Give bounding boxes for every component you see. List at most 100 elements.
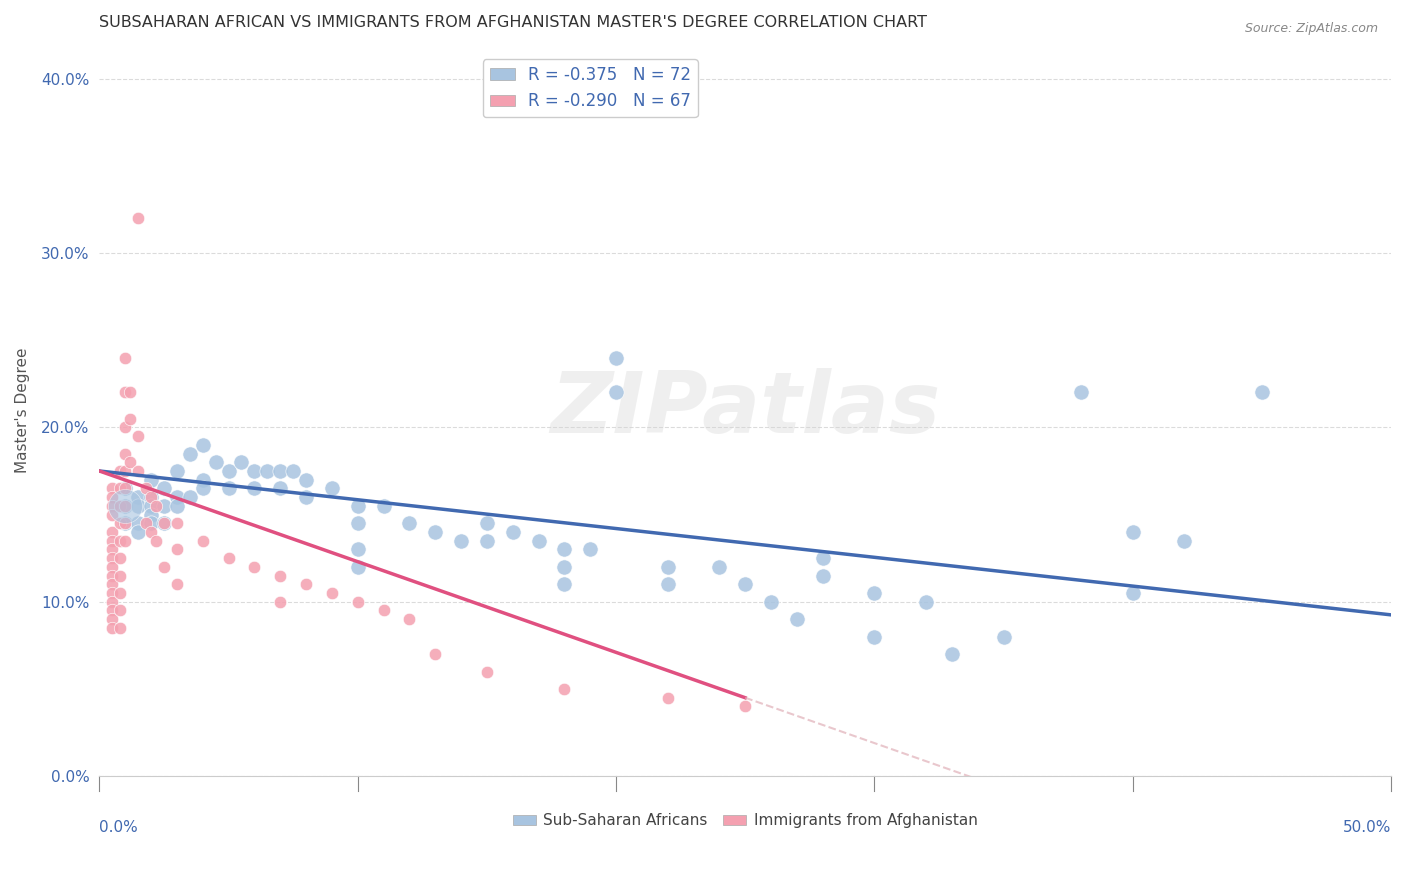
Point [127,490,149,504]
Point [231,455,253,469]
Point [218,482,240,496]
Point [321,482,343,496]
Point [475,665,498,679]
Point [120,455,142,469]
Point [553,577,575,591]
Text: 50.0%: 50.0% [1343,820,1391,835]
Point [243,464,266,478]
Point [346,595,368,609]
Point [475,516,498,531]
Point [145,499,167,513]
Point [101,533,124,548]
Point [108,603,131,617]
Point [1070,385,1092,400]
Point [191,438,214,452]
Point [153,482,176,496]
Point [101,612,124,626]
Point [166,464,188,478]
Point [127,464,149,478]
Point [114,533,136,548]
Point [101,568,124,582]
Point [153,516,176,531]
Point [101,621,124,635]
Point [759,595,782,609]
Point [108,586,131,600]
Point [398,516,420,531]
Point [346,542,368,557]
Point [139,516,162,531]
Point [657,560,679,574]
Point [145,533,167,548]
Point [863,586,886,600]
Point [101,603,124,617]
Point [1250,385,1272,400]
Point [398,612,420,626]
Point [101,508,124,522]
Point [475,533,498,548]
Point [135,516,157,531]
Point [179,446,201,460]
Point [269,595,291,609]
Point [153,560,176,574]
Point [114,482,136,496]
Point [101,560,124,574]
Point [243,482,266,496]
Point [553,542,575,557]
Point [605,351,627,365]
Point [605,385,627,400]
Point [120,411,142,425]
Point [191,473,214,487]
Point [179,490,201,504]
Point [114,516,136,531]
Point [101,524,124,539]
Point [553,681,575,696]
Point [101,577,124,591]
Point [108,621,131,635]
Point [502,524,524,539]
Point [191,482,214,496]
Point [114,420,136,434]
Point [863,630,886,644]
Point [243,560,266,574]
Point [114,385,136,400]
Point [321,586,343,600]
Point [166,490,188,504]
Legend: Sub-Saharan Africans, Immigrants from Afghanistan: Sub-Saharan Africans, Immigrants from Af… [506,807,984,835]
Point [101,595,124,609]
Point [166,516,188,531]
Point [166,577,188,591]
Point [108,464,131,478]
Point [373,603,395,617]
Point [101,542,124,557]
Point [114,516,136,531]
Point [811,551,834,566]
Point [346,499,368,513]
Point [139,473,162,487]
Point [153,516,176,531]
Point [657,577,679,591]
Point [114,351,136,365]
Point [218,551,240,566]
Point [811,568,834,582]
Point [256,464,278,478]
Point [993,630,1015,644]
Point [373,499,395,513]
Point [166,542,188,557]
Text: ZIPatlas: ZIPatlas [550,368,941,451]
Point [553,560,575,574]
Point [139,524,162,539]
Point [114,499,136,513]
Point [127,211,149,225]
Point [101,586,124,600]
Point [425,647,447,661]
Point [127,516,149,531]
Point [269,464,291,478]
Point [127,524,149,539]
Point [127,429,149,443]
Point [114,464,136,478]
Point [108,499,131,513]
Point [786,612,808,626]
Point [425,524,447,539]
Point [1122,586,1144,600]
Point [579,542,602,557]
